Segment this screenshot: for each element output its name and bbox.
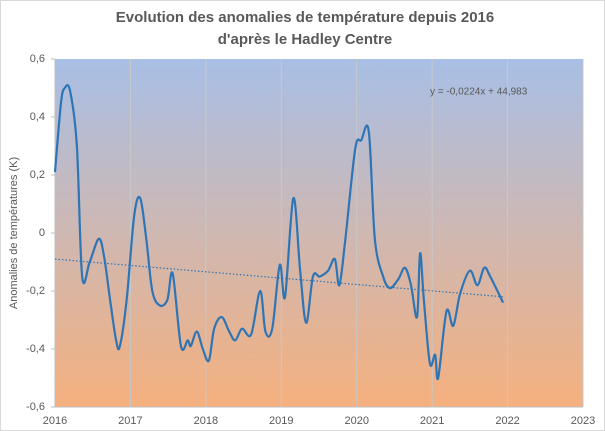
plot-area [55, 59, 583, 407]
y-tick-label: -0,2 [26, 285, 45, 297]
chart-subtitle: d'après le Hadley Centre [218, 31, 392, 48]
x-tick-label: 2022 [495, 415, 519, 427]
y-tick-label: 0 [39, 227, 45, 239]
y-tick-label: 0,6 [30, 53, 45, 65]
x-tick-label: 2020 [344, 415, 368, 427]
x-tick-label: 2017 [118, 415, 142, 427]
y-axis-label: Anomalies de températures (K) [8, 157, 20, 309]
x-tick-label: 2016 [43, 415, 67, 427]
y-tick-label: -0,6 [26, 401, 45, 413]
y-tick-label: 0,4 [30, 111, 45, 123]
y-tick-label: -0,4 [26, 343, 45, 355]
x-tick-label: 2018 [194, 415, 218, 427]
chart-title: Evolution des anomalies de température d… [116, 9, 494, 26]
y-tick-label: 0,2 [30, 169, 45, 181]
trendline-label: y = -0,0224x + 44,983 [430, 87, 528, 98]
x-tick-label: 2019 [269, 415, 293, 427]
data-line [53, 84, 505, 381]
x-tick-label: 2023 [571, 415, 595, 427]
x-tick-label: 2021 [420, 415, 444, 427]
